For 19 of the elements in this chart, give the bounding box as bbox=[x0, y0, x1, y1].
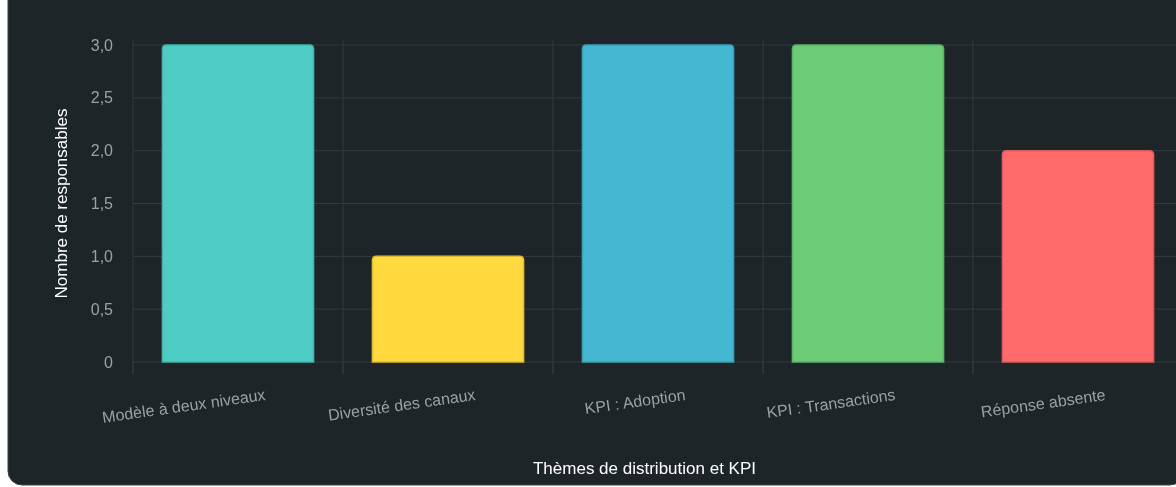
y-tick-label: 1,5 bbox=[90, 195, 114, 213]
bar bbox=[161, 44, 315, 363]
bar bbox=[581, 44, 735, 363]
x-tick-label: Réponse absente bbox=[979, 386, 1107, 421]
x-tick-label: KPI : Transactions bbox=[765, 386, 897, 422]
x-tick-label: Diversité des canaux bbox=[326, 386, 477, 424]
y-tick-label: 0,5 bbox=[90, 300, 114, 318]
x-tick-label: Modèle à deux niveaux bbox=[101, 386, 267, 426]
y-axis-title: Nombre de responsables bbox=[52, 108, 71, 299]
x-tick-label: KPI : Adoption bbox=[583, 386, 687, 418]
y-tick-label: 3,0 bbox=[90, 36, 114, 54]
y-tick-label: 2,0 bbox=[90, 142, 114, 160]
bar bbox=[1001, 149, 1155, 363]
y-tick-label: 1,0 bbox=[90, 247, 114, 265]
y-tick-label: 0 bbox=[104, 353, 114, 371]
bar bbox=[791, 44, 945, 363]
bar bbox=[371, 255, 525, 363]
y-tick-label: 2,5 bbox=[90, 89, 114, 107]
x-axis-title: Thèmes de distribution et KPI bbox=[532, 459, 757, 478]
